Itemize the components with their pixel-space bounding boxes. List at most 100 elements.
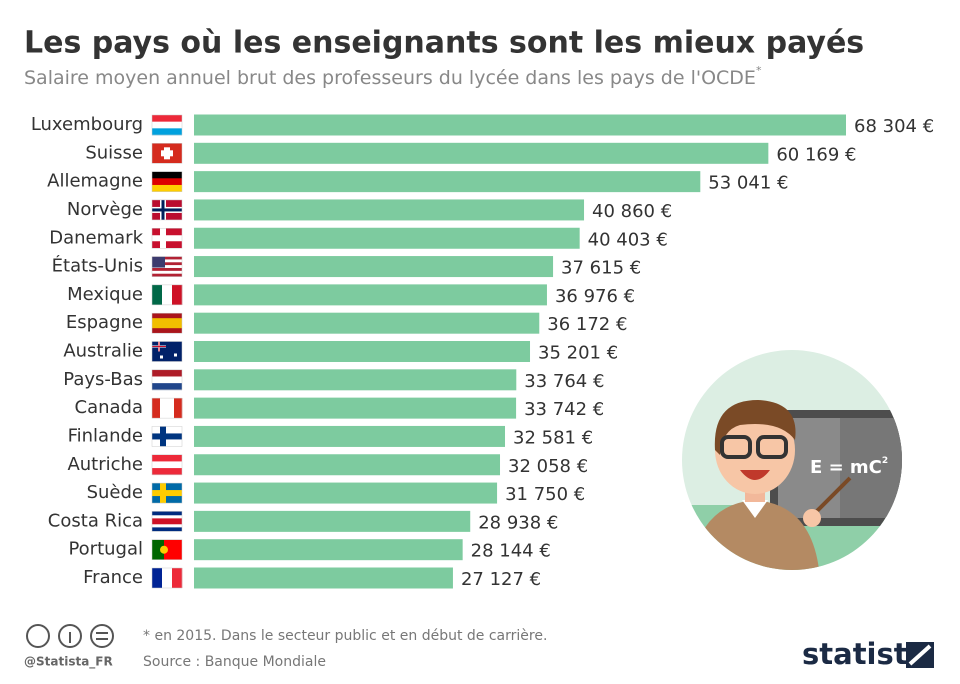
- category-label: Portugal: [68, 539, 143, 560]
- value-label: 37 615 €: [561, 258, 641, 279]
- value-label: 68 304 €: [854, 116, 934, 137]
- flag-part: [172, 284, 183, 305]
- bar: [194, 256, 554, 278]
- glasses-right: [756, 435, 788, 459]
- subtitle-mark: *: [756, 64, 762, 77]
- flag-part: [152, 115, 182, 122]
- flag: [151, 426, 183, 447]
- value-label: 36 976 €: [555, 286, 635, 307]
- flag-border: [151, 539, 183, 560]
- flag-part: [152, 515, 182, 519]
- bar: [194, 510, 471, 532]
- value-label: 40 403 €: [588, 229, 668, 250]
- bar: [194, 482, 498, 504]
- flag-part: [152, 121, 182, 129]
- board-shade: [840, 418, 902, 518]
- bar: [194, 142, 769, 164]
- flag-part: [152, 461, 182, 469]
- board-text: E = mC2: [810, 456, 888, 479]
- flag-part: [160, 398, 175, 419]
- flag-border: [151, 256, 183, 277]
- flag: [151, 454, 183, 476]
- bar: [194, 397, 517, 419]
- flag-part: [152, 539, 164, 560]
- flag: [151, 143, 183, 164]
- flag-border: [151, 482, 183, 504]
- value-label: 28 938 €: [478, 512, 558, 533]
- flag-part: [172, 568, 183, 588]
- mouth: [740, 470, 770, 480]
- flag-border: [151, 397, 183, 419]
- flag-part: [152, 273, 182, 277]
- flag-part: [152, 518, 182, 525]
- flag: [151, 341, 183, 362]
- value-label: 28 144 €: [471, 541, 551, 562]
- category-label: Allemagne: [47, 171, 143, 192]
- flag-part: [152, 568, 163, 588]
- flag-border: [151, 199, 183, 221]
- bar: [194, 341, 531, 362]
- license-icons: [26, 624, 114, 648]
- bar: [194, 312, 540, 334]
- flag-border: [151, 312, 183, 334]
- flag-part: [152, 256, 182, 260]
- bar: [194, 369, 517, 391]
- flag-border: [151, 454, 183, 475]
- category-label: Australie: [63, 341, 143, 362]
- value-label: 40 860 €: [592, 201, 672, 222]
- illustration: E = mC2: [682, 350, 902, 570]
- chart-subtitle: Salaire moyen annuel brut des professeur…: [24, 64, 762, 89]
- flag-part: [152, 527, 182, 532]
- bar: [194, 567, 453, 589]
- footnote: * en 2015. Dans le secteur public et en …: [143, 628, 547, 644]
- flag: [151, 312, 183, 334]
- flag-part: [152, 376, 182, 384]
- flag: [151, 511, 183, 532]
- flag-border: [151, 143, 183, 164]
- flag-part: [152, 259, 182, 263]
- value-label: 31 750 €: [505, 484, 585, 505]
- category-label: Danemark: [49, 227, 143, 248]
- category-label: Espagne: [66, 312, 143, 333]
- category-label: France: [83, 567, 143, 588]
- flag-part: [152, 383, 182, 391]
- hand: [803, 509, 821, 527]
- flag: [151, 369, 183, 391]
- flag-part: [152, 490, 182, 497]
- value-label: 60 169 €: [776, 144, 856, 165]
- value-label: 35 201 €: [538, 343, 618, 364]
- flag-part: [152, 171, 182, 179]
- bar: [194, 539, 463, 561]
- flag-part: [152, 262, 182, 266]
- flag-part: [162, 568, 173, 588]
- credit: @Statista_FR: [24, 655, 113, 670]
- brand-icon: [906, 642, 934, 668]
- flag-part: [174, 353, 177, 357]
- category-label: États-Unis: [52, 255, 143, 277]
- flag-part: [152, 208, 182, 212]
- category-label: Canada: [75, 397, 144, 418]
- value-label: 36 172 €: [547, 314, 627, 335]
- head: [715, 406, 795, 494]
- bar: [194, 284, 547, 306]
- flag-part: [152, 524, 182, 528]
- category-label: Pays-Bas: [63, 369, 143, 390]
- source: Source : Banque Mondiale: [143, 654, 326, 670]
- flag-part: [152, 178, 182, 186]
- bar: [194, 227, 580, 249]
- flag-part: [152, 270, 182, 274]
- value-label: 32 058 €: [508, 456, 588, 477]
- bar: [194, 454, 501, 476]
- category-label: Luxembourg: [31, 114, 143, 135]
- board-sup: 2: [882, 456, 888, 466]
- flag-part: [160, 545, 168, 554]
- flag-part: [152, 341, 182, 362]
- category-label: Suède: [87, 482, 143, 503]
- flag-part: [152, 184, 182, 192]
- flag-part: [152, 284, 163, 305]
- flag-part: [152, 256, 165, 268]
- flag-part: [152, 128, 182, 136]
- flag: [151, 284, 183, 306]
- flag-part: [152, 398, 161, 419]
